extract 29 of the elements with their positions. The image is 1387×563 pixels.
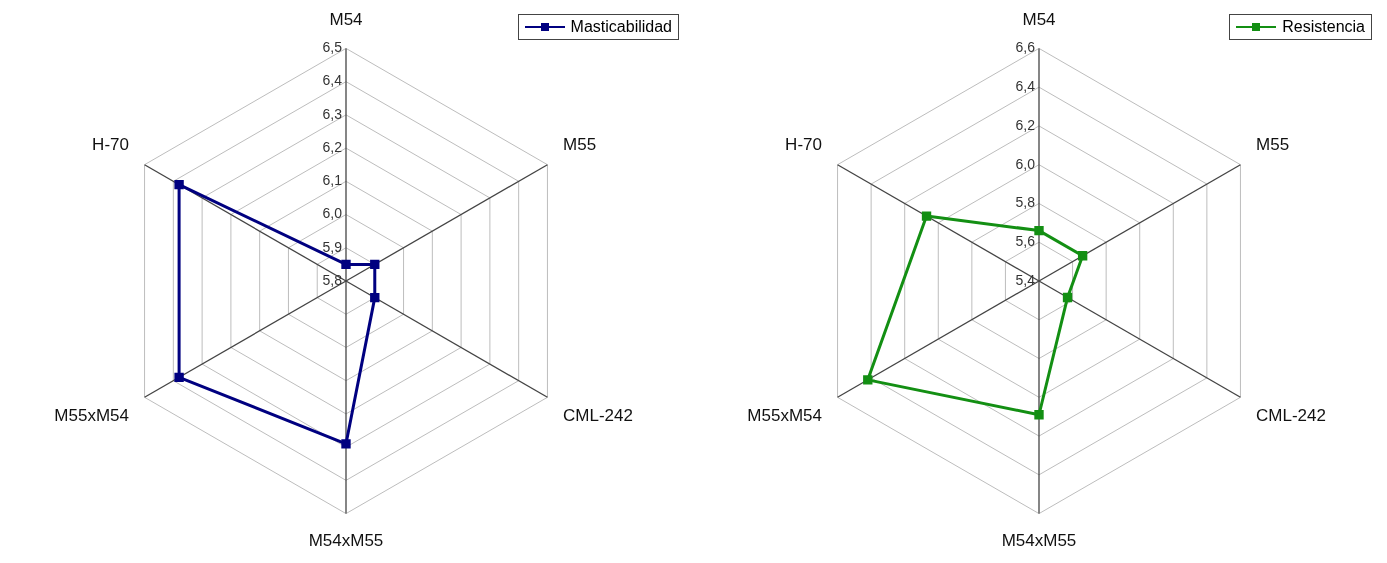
y-tick-label: 6,6 <box>1015 39 1036 56</box>
y-tick-label: 6,1 <box>322 172 343 189</box>
y-tick-label: 5,8 <box>322 271 343 288</box>
y-tick-label: 5,4 <box>1015 271 1036 288</box>
spoke-label: M55xM54 <box>747 406 822 426</box>
y-tick-label: 6,4 <box>1015 78 1036 95</box>
spoke-label: CML-242 <box>563 406 633 426</box>
y-tick-label: 6,2 <box>322 138 343 155</box>
y-tick-label: 6,3 <box>322 105 343 122</box>
spoke-label: M54 <box>1022 9 1056 29</box>
spoke-label: M55 <box>1256 135 1290 155</box>
y-tick-label: 5,8 <box>1015 194 1036 211</box>
spoke-label: M54xM55 <box>1001 531 1077 551</box>
spoke-label: M54xM55 <box>308 531 384 551</box>
legend-label: Masticabilidad <box>570 18 672 36</box>
spoke-label: M55 <box>563 135 597 155</box>
y-tick-label: 6,5 <box>322 39 343 56</box>
y-tick-label: 6,0 <box>322 205 343 222</box>
spoke-label: M54 <box>329 9 363 29</box>
y-tick-label: 6,0 <box>1015 155 1036 172</box>
spoke-label: H-70 <box>92 135 129 155</box>
y-tick-label: 6,2 <box>1015 116 1036 133</box>
legend-label: Resistencia <box>1282 18 1365 36</box>
spoke-label: M55xM54 <box>54 406 129 426</box>
y-tick-label: 6,4 <box>322 72 343 89</box>
y-tick-label: 5,6 <box>1015 233 1036 250</box>
spoke-label: CML-242 <box>1256 406 1326 426</box>
spoke-label: H-70 <box>785 135 822 155</box>
y-tick-label: 5,9 <box>322 238 343 255</box>
